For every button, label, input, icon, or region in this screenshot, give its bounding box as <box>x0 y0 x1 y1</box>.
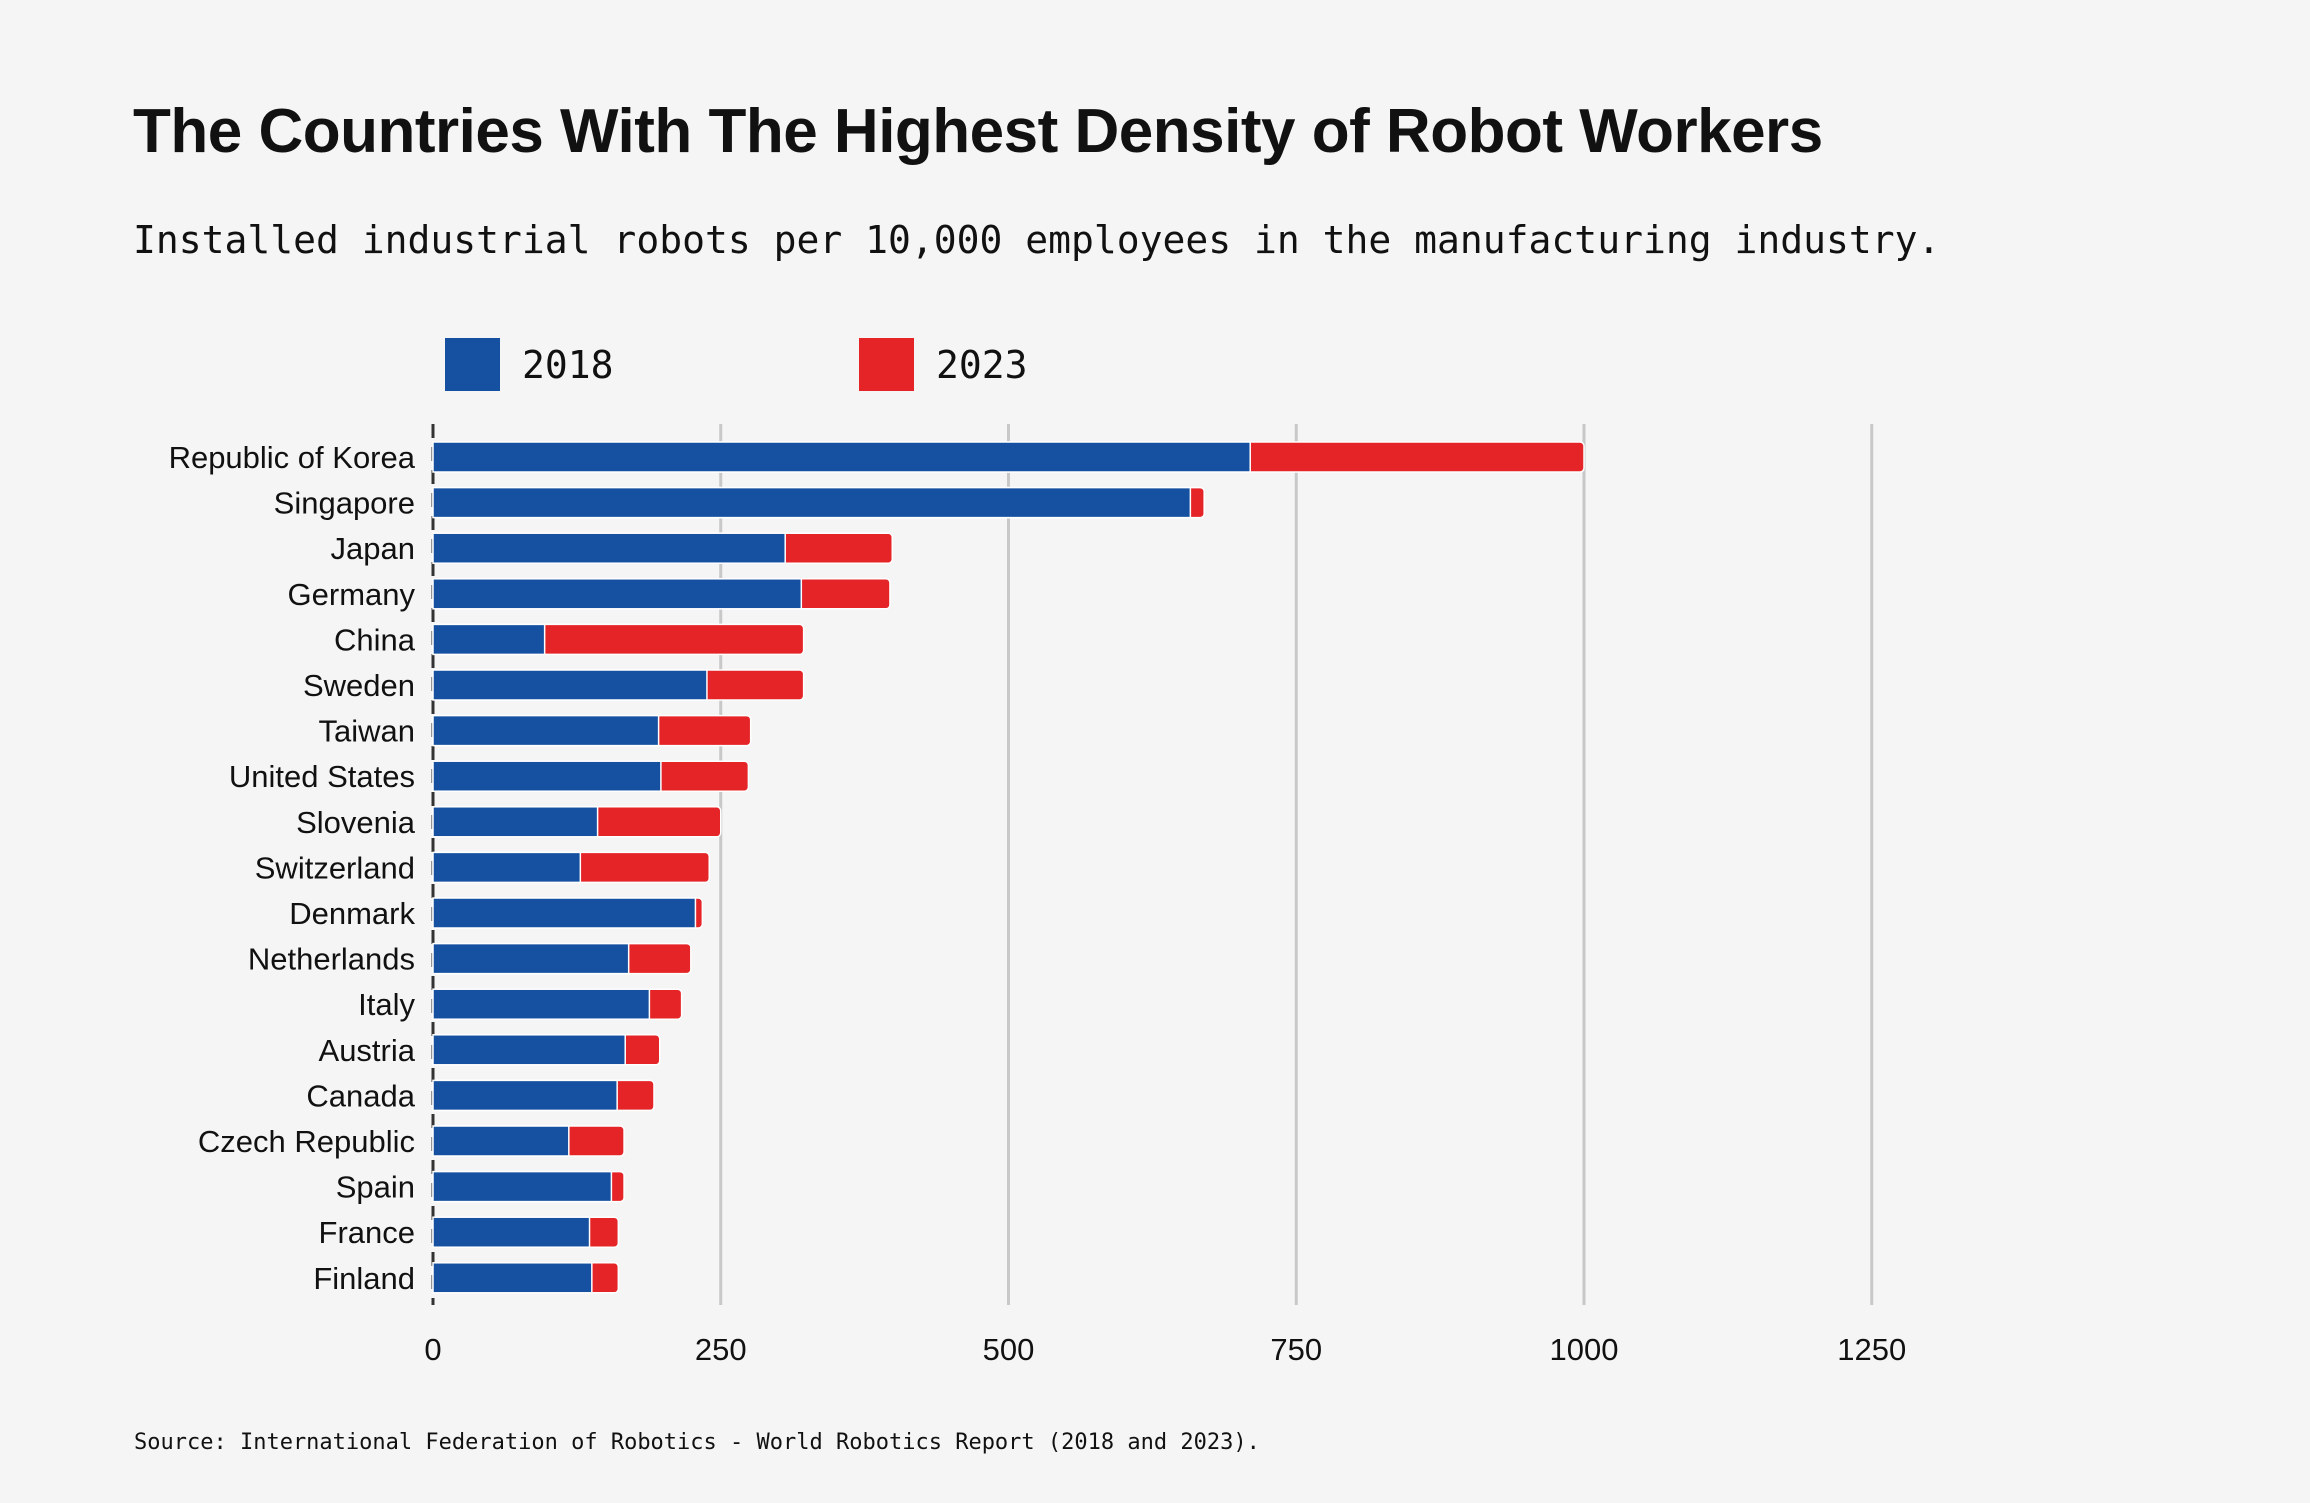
chart-subtitle: Installed industrial robots per 10,000 e… <box>133 218 1941 262</box>
x-tick-label-500: 500 <box>983 1332 1035 1367</box>
category-label: Czech Republic <box>198 1124 415 1159</box>
bar-2018 <box>432 1034 626 1066</box>
category-label: Slovenia <box>296 805 416 840</box>
source-note: Source: International Federation of Robo… <box>134 1430 1260 1455</box>
bar-2018 <box>432 532 786 564</box>
bar-2018 <box>432 714 660 747</box>
x-tick-label-1250: 1250 <box>1837 1332 1906 1367</box>
category-label: Japan <box>331 531 415 566</box>
category-label: Switzerland <box>255 850 415 885</box>
bar-2018 <box>432 988 651 1020</box>
category-label: Taiwan <box>319 714 416 749</box>
category-label: Sweden <box>303 668 415 703</box>
bar-2018 <box>432 760 662 792</box>
legend-label-2018: 2018 <box>522 342 614 387</box>
category-label: China <box>334 622 416 657</box>
legend-swatch-2023 <box>859 338 914 391</box>
bar-2018 <box>432 578 803 610</box>
legend-item-2018: 2018 <box>445 338 614 391</box>
bar-2018 <box>432 1170 613 1203</box>
legend-label-2023: 2023 <box>936 342 1028 387</box>
category-label: Spain <box>336 1170 415 1205</box>
legend-item-2023: 2023 <box>859 338 1028 391</box>
category-label: Italy <box>358 987 415 1022</box>
chart-title: The Countries With The Highest Density o… <box>133 97 1823 166</box>
category-label: Singapore <box>274 486 415 521</box>
category-label: United States <box>229 759 415 794</box>
category-label: France <box>319 1215 415 1250</box>
category-label: Austria <box>319 1033 416 1068</box>
bar-2018 <box>432 623 546 656</box>
bar-2018 <box>432 441 1251 473</box>
category-label: Republic of Korea <box>169 440 416 475</box>
bar-2018 <box>432 806 599 838</box>
bar-2018 <box>432 1216 591 1248</box>
x-tick-label-1000: 1000 <box>1550 1332 1619 1367</box>
bar-2018 <box>432 1125 570 1157</box>
x-tick-label-750: 750 <box>1270 1332 1322 1367</box>
x-tick-label-0: 0 <box>424 1332 441 1367</box>
category-label: Finland <box>313 1261 415 1296</box>
bar-2018 <box>432 897 697 929</box>
bar-2018 <box>432 1262 593 1294</box>
legend-swatch-2018 <box>445 338 500 391</box>
category-label: Netherlands <box>248 942 415 977</box>
category-label: Canada <box>306 1078 415 1113</box>
x-tick-label-250: 250 <box>695 1332 747 1367</box>
bar-2018 <box>432 669 708 701</box>
category-label: Germany <box>288 577 416 612</box>
bar-2018 <box>432 851 582 884</box>
bar-2018 <box>432 486 1192 519</box>
bar-2018 <box>432 942 630 975</box>
bar-2018 <box>432 1079 618 1112</box>
category-label: Denmark <box>289 896 415 931</box>
